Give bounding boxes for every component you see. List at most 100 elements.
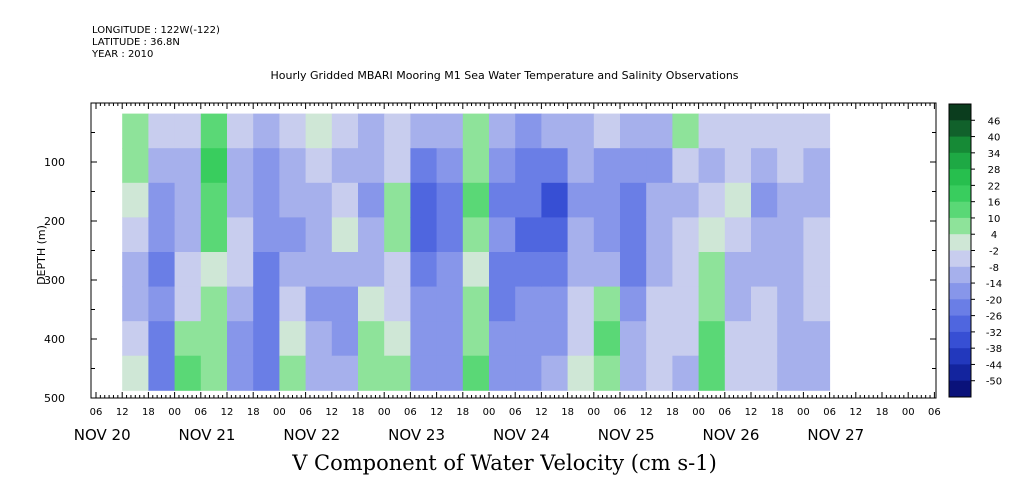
heatmap-cell — [305, 113, 333, 149]
heatmap-cell — [489, 148, 516, 184]
colorbar-label: -32 — [986, 328, 1002, 339]
y-tick-label: 400 — [44, 333, 65, 346]
heatmap-cell — [489, 182, 516, 218]
heatmap-cell — [724, 286, 752, 322]
heatmap-cell — [462, 286, 490, 322]
colorbar-swatch — [949, 266, 971, 284]
x-day-label: NOV 20 — [74, 426, 131, 444]
heatmap-cell — [593, 148, 621, 184]
heatmap-cell — [358, 148, 385, 184]
heatmap-cell — [567, 113, 595, 149]
heatmap-cell — [410, 182, 438, 218]
heatmap-cell — [672, 355, 700, 391]
heatmap-cell — [489, 355, 516, 391]
heatmap-cell — [253, 182, 280, 218]
x-axis-label: V Component of Water Velocity (cm s-1) — [292, 451, 717, 475]
heatmap-cell — [515, 355, 542, 391]
heatmap-cell — [227, 113, 254, 149]
heatmap-cell — [331, 355, 359, 391]
y-tick-label: 300 — [44, 274, 65, 287]
heatmap-cell — [515, 182, 542, 218]
heatmap-cell — [436, 321, 464, 357]
heatmap-cell — [279, 217, 307, 253]
heatmap-cell — [777, 321, 804, 357]
x-day-label: NOV 25 — [598, 426, 655, 444]
heatmap-cell — [174, 113, 202, 149]
heatmap-cell — [515, 148, 542, 184]
heatmap-cell — [148, 321, 176, 357]
heatmap-cell — [620, 182, 647, 218]
x-tick-label: 18 — [142, 407, 155, 418]
colorbar-swatch — [949, 152, 971, 170]
longitude-label: LONGITUDE : 122W(-122) — [92, 25, 220, 36]
heatmap-cell — [227, 148, 254, 184]
heatmap-cell — [305, 148, 333, 184]
heatmap-cell — [751, 252, 778, 288]
heatmap-cell — [593, 182, 621, 218]
heatmap-cell — [358, 252, 385, 288]
heatmap-cell — [148, 217, 176, 253]
heatmap-cell — [331, 286, 359, 322]
heatmap-cell — [174, 252, 202, 288]
colorbar-label: -2 — [989, 247, 999, 258]
heatmap-cell — [541, 355, 569, 391]
heatmap-cell — [462, 355, 490, 391]
heatmap-cell — [777, 217, 804, 253]
heatmap-cell — [174, 286, 202, 322]
x-tick-label: 06 — [614, 407, 627, 418]
heatmap-cell — [515, 113, 542, 149]
x-tick-label: 00 — [902, 407, 915, 418]
heatmap-cell — [698, 182, 726, 218]
heatmap-cell — [122, 182, 149, 218]
heatmap-cell — [567, 252, 595, 288]
heatmap-cell — [200, 321, 228, 357]
heatmap-cell — [358, 217, 385, 253]
heatmap-cell — [410, 217, 438, 253]
heatmap-cell — [148, 355, 176, 391]
heatmap-cell — [384, 217, 411, 253]
x-tick-label: 12 — [849, 407, 862, 418]
heatmap-cell — [253, 321, 280, 357]
x-tick-label: 18 — [247, 407, 260, 418]
heatmap-cell — [803, 252, 831, 288]
x-day-label: NOV 27 — [807, 426, 864, 444]
colorbar-swatch — [949, 331, 971, 349]
x-tick-label: 00 — [797, 407, 810, 418]
heatmap-cell — [279, 182, 307, 218]
heatmap-cell — [436, 148, 464, 184]
colorbar-label: 46 — [988, 116, 1001, 127]
heatmap-cell — [803, 113, 831, 149]
x-day-label: NOV 26 — [703, 426, 760, 444]
heatmap-cell — [253, 252, 280, 288]
heatmap-cell — [489, 321, 516, 357]
heatmap-cell — [279, 355, 307, 391]
heatmap-cell — [253, 286, 280, 322]
heatmap-cell — [279, 321, 307, 357]
x-tick-label: 00 — [483, 407, 496, 418]
heatmap-cell — [777, 252, 804, 288]
heatmap-cell — [698, 355, 726, 391]
x-tick-label: 06 — [90, 407, 103, 418]
heatmap-cell — [541, 113, 569, 149]
colorbar-swatch — [949, 185, 971, 203]
heatmap-cell — [515, 217, 542, 253]
heatmap-cell — [567, 148, 595, 184]
heatmap-cell — [305, 217, 333, 253]
heatmap-cell — [331, 321, 359, 357]
heatmap-cell — [331, 252, 359, 288]
heatmap-cell — [541, 321, 569, 357]
x-tick-label: 00 — [692, 407, 705, 418]
heatmap-cell — [148, 148, 176, 184]
x-day-label: NOV 22 — [283, 426, 340, 444]
x-tick-label: 00 — [168, 407, 181, 418]
heatmap-cell — [620, 252, 647, 288]
heatmap-cell — [253, 355, 280, 391]
heatmap-cell — [698, 286, 726, 322]
heatmap-cell — [122, 355, 149, 391]
heatmap-cell — [410, 252, 438, 288]
heatmap-cell — [148, 286, 176, 322]
heatmap-cell — [541, 182, 569, 218]
heatmap-cell — [646, 286, 673, 322]
heatmap-cell — [410, 113, 438, 149]
colorbar-swatch — [949, 315, 971, 333]
